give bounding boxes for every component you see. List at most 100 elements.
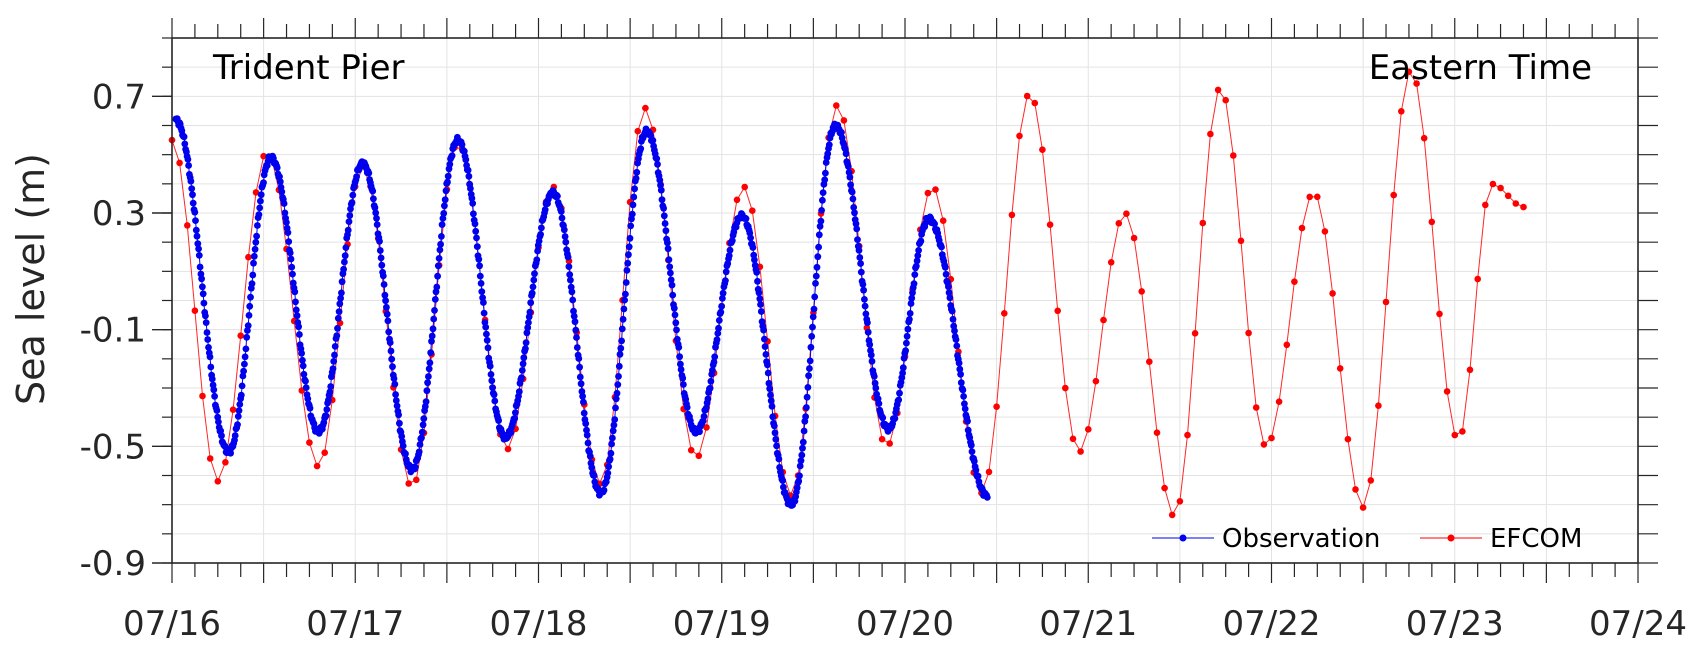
- observation-data-point: [607, 449, 615, 457]
- observation-data-point: [472, 227, 480, 235]
- observation-data-point: [824, 150, 832, 158]
- observation-data-point: [842, 150, 850, 158]
- observation-data-point: [373, 214, 380, 222]
- observation-data-point: [797, 457, 805, 464]
- observation-data-point: [398, 433, 406, 440]
- efcom-data-point: [1115, 220, 1123, 227]
- observation-data-point: [562, 238, 570, 246]
- efcom-data-point: [1497, 184, 1504, 192]
- observation-data-point: [604, 469, 612, 477]
- observation-data-point: [538, 224, 545, 232]
- observation-data-point: [530, 276, 538, 284]
- efcom-data-point: [1054, 307, 1061, 315]
- observation-data-point: [289, 270, 296, 278]
- x-tick-label: 07/19: [673, 604, 771, 644]
- observation-data-point: [851, 209, 858, 217]
- observation-data-point: [811, 293, 819, 301]
- observation-data-point: [959, 386, 967, 394]
- efcom-data-point: [1207, 130, 1214, 138]
- observation-data-point: [665, 256, 673, 264]
- observation-data-point: [344, 226, 352, 234]
- efcom-data-point: [833, 102, 840, 109]
- observation-data-point: [868, 357, 876, 365]
- observation-data-point: [753, 269, 761, 276]
- efcom-data-point: [1252, 404, 1260, 411]
- observation-data-point: [199, 283, 206, 291]
- observation-data-point: [657, 186, 665, 194]
- observation-data-point: [850, 204, 858, 211]
- y-tick-label: -0.5: [80, 427, 146, 467]
- observation-data-point: [903, 339, 910, 347]
- efcom-data-point: [1184, 431, 1191, 439]
- observation-data-point: [293, 312, 301, 320]
- observation-data-point: [802, 413, 809, 420]
- observation-data-point: [194, 240, 202, 248]
- observation-data-point: [299, 356, 306, 364]
- observation-data-point: [799, 438, 807, 446]
- efcom-series-line: [171, 70, 1524, 517]
- observation-data-point: [670, 304, 678, 312]
- efcom-data-point: [1046, 221, 1054, 228]
- observation-data-point: [436, 246, 444, 254]
- observation-data-point: [193, 232, 201, 240]
- observation-data-point: [676, 353, 683, 361]
- observation-data-point: [819, 189, 827, 197]
- observation-data-point: [288, 263, 296, 271]
- efcom-data-point: [222, 459, 229, 466]
- x-tick-label: 07/24: [1589, 604, 1687, 644]
- observation-data-point: [605, 463, 612, 471]
- observation-data-point: [805, 372, 812, 380]
- observation-data-point: [822, 169, 829, 177]
- observation-data-point: [779, 477, 787, 484]
- observation-data-point: [473, 243, 481, 251]
- observation-data-point: [709, 366, 716, 374]
- observation-data-point: [473, 234, 480, 242]
- observation-data-point: [822, 159, 830, 166]
- observation-data-point: [278, 188, 286, 196]
- observation-data-point: [757, 301, 764, 308]
- observation-data-point: [616, 350, 624, 358]
- observation-data-point: [442, 187, 450, 195]
- observation-data-point: [483, 336, 491, 344]
- observation-data-point: [429, 325, 437, 333]
- x-tick-label: 07/23: [1406, 604, 1504, 644]
- observation-data-point: [419, 421, 427, 429]
- observation-data-point: [402, 450, 409, 458]
- observation-data-point: [257, 197, 264, 205]
- observation-data-point: [515, 388, 523, 396]
- observation-data-point: [287, 255, 295, 263]
- efcom-data-point: [1375, 402, 1382, 410]
- observation-data-point: [570, 307, 577, 315]
- observation-data-point: [859, 281, 867, 288]
- observation-data-point: [188, 185, 196, 193]
- efcom-data-point: [687, 446, 695, 454]
- observation-data-point: [815, 243, 822, 251]
- observation-data-point: [418, 428, 426, 436]
- observation-data-point: [847, 181, 854, 189]
- observation-data-point: [192, 226, 200, 234]
- observation-data-point: [702, 404, 710, 412]
- observation-data-point: [879, 414, 887, 422]
- observation-data-point: [467, 185, 474, 192]
- observation-data-point: [622, 279, 630, 286]
- observation-data-point: [780, 483, 787, 491]
- efcom-data-point: [1023, 92, 1031, 100]
- observation-data-point: [435, 255, 443, 262]
- observation-data-point: [632, 175, 640, 182]
- observation-data-point: [669, 291, 677, 299]
- observation-data-point: [302, 377, 309, 385]
- observation-data-point: [376, 237, 383, 245]
- observation-data-point: [241, 360, 248, 368]
- observation-data-point: [623, 267, 631, 274]
- observation-data-point: [576, 373, 584, 381]
- observation-data-point: [480, 299, 487, 306]
- observation-data-point: [345, 218, 353, 226]
- observation-data-point: [385, 328, 393, 336]
- observation-data-point: [342, 244, 350, 252]
- observation-data-point: [626, 234, 634, 242]
- observation-data-point: [756, 295, 764, 303]
- observation-data-point: [767, 397, 775, 405]
- observation-data-point: [423, 387, 431, 395]
- observation-data-point: [257, 191, 265, 199]
- observation-data-point: [673, 326, 680, 334]
